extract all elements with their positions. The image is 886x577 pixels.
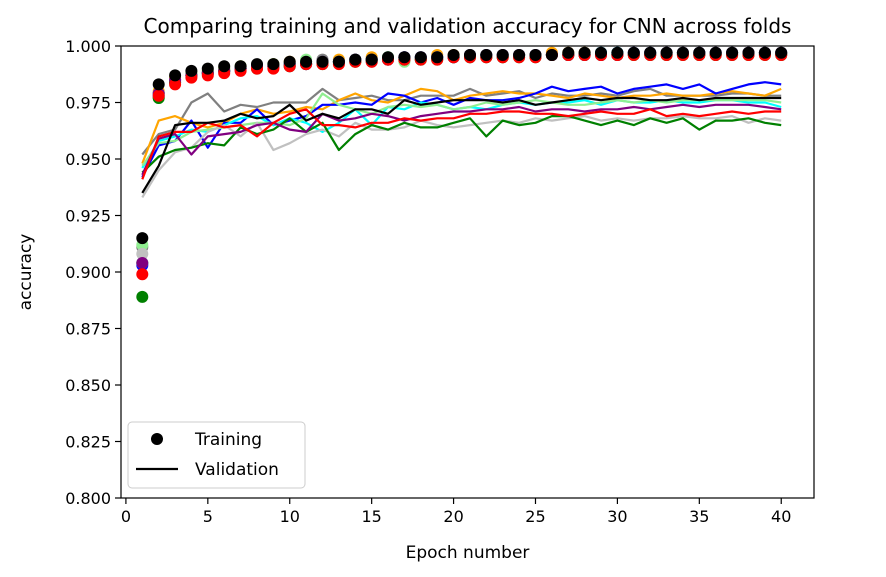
- training-point: [693, 46, 706, 59]
- x-tick-label: 15: [361, 507, 381, 526]
- training-point: [365, 53, 378, 66]
- x-tick-label: 5: [203, 507, 213, 526]
- training-point: [283, 55, 296, 68]
- training-point: [185, 64, 198, 77]
- training-point: [136, 247, 149, 260]
- training-point: [169, 78, 182, 91]
- x-axis-label: Epoch number: [406, 543, 530, 563]
- training-point: [234, 60, 247, 73]
- x-tick-label: 20: [443, 507, 463, 526]
- training-series-3: [136, 46, 788, 272]
- training-point: [152, 89, 165, 102]
- training-point: [676, 46, 689, 59]
- training-point: [169, 69, 182, 82]
- y-axis-label: accuracy: [16, 234, 36, 311]
- training-point: [300, 55, 313, 68]
- axes: 0 5 10 15 20 25 30 35 40 0.800 0.825 0.850 0.875 0.90…: [65, 37, 815, 526]
- training-point: [152, 78, 165, 91]
- training-point: [709, 46, 722, 59]
- y-tick-label: 0.900: [65, 263, 111, 282]
- training-point: [349, 53, 362, 66]
- training-series-10: [136, 46, 788, 245]
- y-tick-label: 1.000: [65, 37, 111, 56]
- training-point: [136, 232, 149, 245]
- training-series-9: [136, 49, 788, 281]
- validation-line-5: [141, 92, 782, 167]
- training-point: [201, 62, 214, 75]
- training-point: [136, 257, 149, 269]
- training-series-5: [136, 46, 788, 251]
- y-tick-label: 0.850: [65, 376, 111, 395]
- training-point: [496, 49, 509, 61]
- x-tick-label: 35: [689, 507, 709, 526]
- validation-line-10: [141, 96, 782, 194]
- training-point: [332, 55, 345, 68]
- training-point: [382, 51, 394, 64]
- training-point: [431, 51, 444, 64]
- training-point: [447, 49, 460, 61]
- y-tick-label: 0.875: [65, 320, 111, 339]
- training-point: [660, 46, 673, 59]
- x-tick-label: 40: [771, 507, 791, 526]
- legend-box: [127, 421, 306, 489]
- training-point: [480, 49, 493, 61]
- training-point: [595, 46, 607, 59]
- training-point: [562, 46, 575, 59]
- legend-marker-training: [151, 433, 163, 445]
- legend-label-validation: Validation: [195, 460, 279, 480]
- training-point: [742, 46, 755, 59]
- x-tick-label: 10: [280, 507, 300, 526]
- training-series-4: [136, 46, 788, 269]
- training-point: [136, 290, 149, 303]
- validation-line-9: [141, 108, 782, 180]
- training-point: [726, 46, 739, 59]
- training-point: [414, 51, 427, 64]
- training-series-8: [136, 46, 788, 269]
- validation-line-6: [141, 114, 782, 198]
- training-point: [267, 58, 280, 71]
- training-series-2: [136, 46, 788, 269]
- legend: Training Validation: [127, 421, 306, 489]
- training-point: [136, 268, 149, 281]
- plot-area: [136, 46, 788, 303]
- training-point: [316, 55, 329, 68]
- y-tick-label: 0.825: [65, 433, 111, 452]
- training-point: [545, 49, 558, 61]
- training-point: [513, 49, 526, 61]
- x-tick-label: 0: [121, 507, 131, 526]
- validation-line-8: [141, 103, 782, 176]
- training-series-1: [136, 46, 788, 254]
- validation-line-2: [141, 87, 782, 164]
- training-point: [578, 46, 591, 59]
- training-point: [464, 49, 476, 61]
- chart-title: Comparing training and validation accura…: [144, 14, 792, 38]
- training-point: [644, 46, 657, 59]
- training-point: [218, 60, 231, 73]
- legend-label-training: Training: [194, 430, 262, 450]
- training-point: [611, 46, 624, 59]
- training-point: [398, 51, 411, 64]
- training-point: [251, 58, 263, 71]
- training-point: [529, 49, 542, 61]
- x-tick-label: 25: [525, 507, 545, 526]
- y-tick-label: 0.975: [65, 94, 111, 113]
- training-point: [758, 46, 771, 59]
- training-point: [627, 46, 640, 59]
- y-tick-label: 0.925: [65, 207, 111, 226]
- x-tick-label: 30: [607, 507, 627, 526]
- training-point: [775, 46, 788, 59]
- y-tick-label: 0.800: [65, 489, 111, 508]
- y-tick-label: 0.950: [65, 150, 111, 169]
- training-series-6: [136, 46, 788, 260]
